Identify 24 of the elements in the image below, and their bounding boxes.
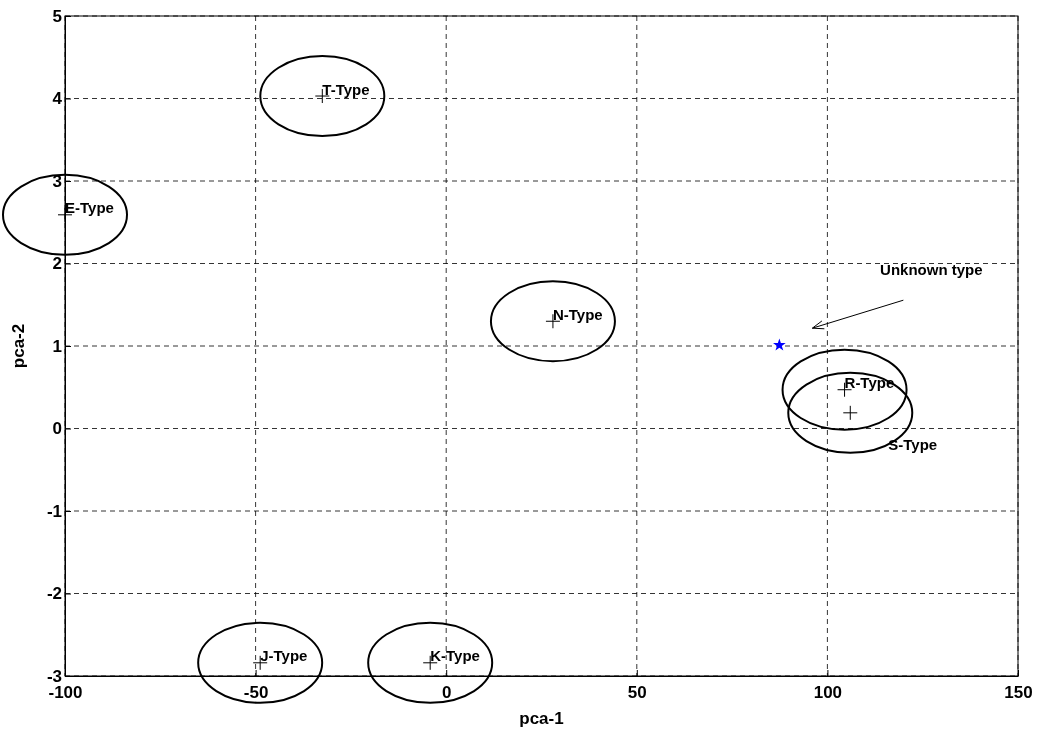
x-tick-label: 50 [627,682,647,702]
y-tick-label: 5 [52,6,62,26]
y-tick-label: 0 [52,419,62,439]
x-tick-label: 0 [441,682,452,702]
annotation: K-Type [430,647,480,665]
x-axis-title: pca-1 [519,709,564,728]
x-tick-label: 150 [1004,682,1033,702]
y-axis-title: pca-2 [9,323,28,369]
annotation: N-Type [552,305,603,323]
point [842,405,858,421]
annotation: S-Type [888,435,938,453]
annotation: E-Type [65,199,114,217]
y-tick-label: 1 [52,336,62,356]
annotation: Unknown type [880,261,983,279]
y-tick-label: -2 [46,584,62,604]
annotation: T-Type [322,80,370,98]
x-tick-label: -50 [243,682,269,702]
y-tick-label: 2 [52,254,62,274]
y-tick-label: -1 [46,501,62,521]
annotation: J-Type [260,647,308,665]
point [773,338,786,351]
annotation: R-Type [844,374,895,392]
y-tick-label: 4 [52,89,63,109]
x-tick-label: 100 [813,682,843,702]
